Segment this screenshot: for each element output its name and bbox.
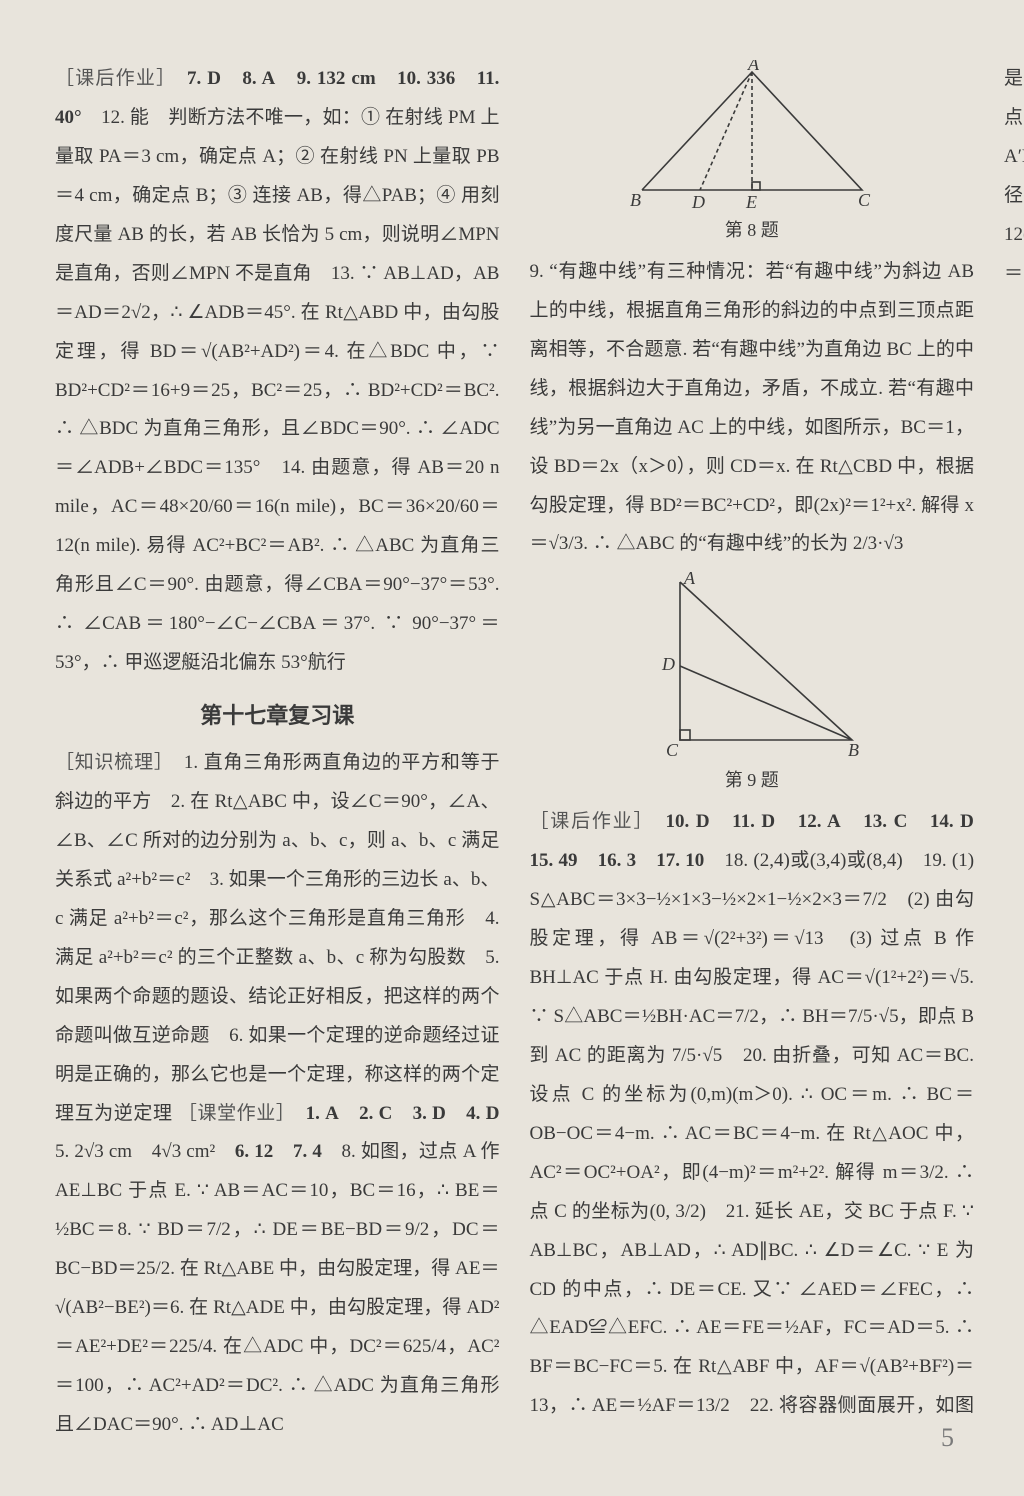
fig8-A: A	[747, 60, 760, 74]
r-q9: 9. “有趣中线”有三种情况：若“有趣中线”为斜边 AB 上的中线，根据直角三角…	[530, 261, 975, 555]
c6: 6. 12	[235, 1141, 273, 1162]
fig9-A: A	[683, 570, 696, 588]
h20: 20. 由折叠，可知 AC＝BC. 设点 C 的坐标为(0,m)(m＞0). ∴…	[530, 1045, 975, 1222]
page: ［课后作业］ 7. D 8. A 9. 132 cm 10. 336 11. 4…	[0, 0, 1024, 1496]
c1: 1. A	[306, 1103, 339, 1124]
fig9-D: D	[661, 654, 675, 674]
fig9-C: C	[666, 740, 679, 760]
fig9-B: B	[848, 740, 859, 760]
figure-8-svg: A B D E C	[622, 60, 882, 210]
label-homework-right: ［课后作业］	[530, 811, 645, 832]
q14: 14. 由题意，得 AB＝20 n mile，AC＝48×20/60＝16(n …	[55, 457, 500, 673]
fig8-D: D	[691, 192, 705, 210]
h16: 16. 3	[598, 850, 637, 871]
fig8-B: B	[630, 190, 641, 210]
figure-9-svg: A D C B	[622, 570, 882, 760]
para-homework-left: ［课后作业］ 7. D 8. A 9. 132 cm 10. 336 11. 4…	[55, 68, 500, 673]
q8: 8. A	[242, 68, 275, 89]
chapter-title: 第十七章复习课	[55, 693, 500, 738]
q9l: 9. 132 cm	[297, 68, 376, 89]
h14: 14. D	[930, 811, 974, 832]
figure-8-caption: 第 8 题	[530, 212, 975, 249]
h18: 18. (2,4)或(3,4)或(8,4)	[724, 850, 902, 871]
c8: 8. 如图，过点 A 作 AE⊥BC 于点 E. ∵ AB＝AC＝10，BC＝1…	[55, 1141, 500, 1435]
label-homework-left: ［课后作业］	[55, 68, 167, 89]
figure-9: A D C B 第 9 题	[530, 570, 975, 799]
fig8-E: E	[745, 192, 757, 210]
c2: 2. C	[359, 1103, 392, 1124]
label-classwork: ［课堂作业］	[178, 1103, 286, 1124]
h12: 12. A	[798, 811, 841, 832]
h19: 19. (1) S△ABC＝3×3−½×1×3−½×2×1−½×2×3＝7/2 …	[530, 850, 975, 1066]
h17: 17. 10	[656, 850, 704, 871]
c7: 7. 4	[293, 1141, 322, 1162]
fig8-C: C	[858, 190, 871, 210]
h10: 10. D	[666, 811, 710, 832]
label-knowledge: ［知识梳理］	[55, 752, 164, 773]
c3: 3. D	[413, 1103, 446, 1124]
q12: 12. 能 判断方法不唯一，如：① 在射线 PM 上量取 PA＝3 cm，确定点…	[55, 107, 500, 284]
h11: 11. D	[732, 811, 775, 832]
q13: 13. ∵ AB⊥AD，AB＝AD＝2√2，∴ ∠ADB＝45°. 在 Rt△A…	[55, 263, 500, 479]
q10l: 10. 336	[397, 68, 455, 89]
q7: 7. D	[187, 68, 221, 89]
c5: 5. 2√3 cm 4√3 cm²	[55, 1141, 215, 1162]
para-classwork: ［课堂作业］ 1. A 2. C 3. D 4. D 5. 2√3 cm 4√3…	[55, 1103, 518, 1436]
h21: 21. 延长 AE，交 BC 于点 F. ∵ AB⊥BC，AB⊥AD，∴ AD∥…	[530, 1201, 975, 1417]
c4: 4. D	[466, 1103, 499, 1124]
h15: 15. 49	[530, 850, 578, 871]
para-knowledge: ［知识梳理］ 1. 直角三角形两直角边的平方和等于斜边的平方 2. 在 Rt△A…	[55, 752, 500, 1123]
figure-8: A B D E C 第 8 题	[530, 60, 975, 249]
h13: 13. C	[863, 811, 907, 832]
figure-9-caption: 第 9 题	[530, 762, 975, 799]
page-number: 5	[941, 1411, 954, 1464]
